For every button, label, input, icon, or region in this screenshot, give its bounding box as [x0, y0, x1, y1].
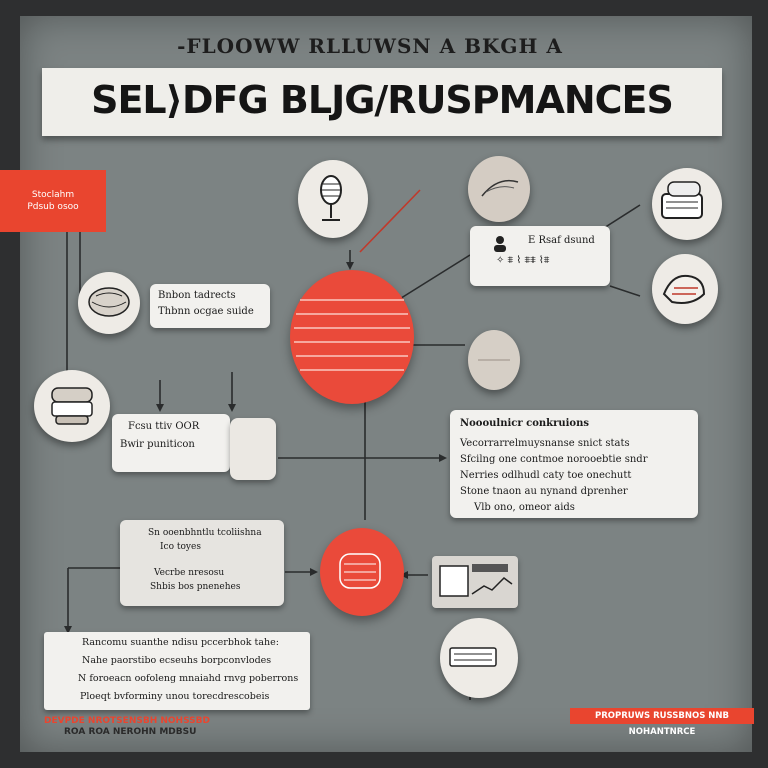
scroll-block: [230, 418, 276, 480]
globe-icon: [88, 287, 130, 317]
header-tagline: -FLOOWW RLLUWSN A BKGH A: [177, 34, 563, 58]
tab-line: Pdsub osoo: [27, 202, 79, 212]
server-icon: [294, 299, 410, 371]
title-banner: SEL⟩DFG BLJG/RUSPMANCES: [42, 68, 722, 136]
card-line: Ico toyes: [160, 542, 201, 552]
card-line: Sn ooenbhntlu tcoliishna: [148, 528, 262, 538]
card-line: Vecrbe nresosu: [154, 568, 225, 578]
card-line: ✧ ⩨ ⌇ ⩨⩨ ⌇⩨: [496, 255, 550, 266]
tab-line: Stoclahm: [31, 190, 75, 200]
card-line: Vecorrarrelmuysnanse snict stats: [460, 438, 630, 449]
footer-right-tab: PROPRUWS RUSSBNOS NNB NOHANTNRCE: [570, 708, 754, 737]
central-red-disc: [290, 270, 414, 404]
card-top-right: E Rsaf dsund ✧ ⩨ ⌇ ⩨⩨ ⌇⩨: [470, 226, 610, 286]
footer-left: DEVPDE NROTSENSBH NOHSSBD ROA ROA NEROHN…: [44, 716, 210, 738]
dashboard-device: [432, 556, 518, 608]
card-right-big: Noooulnicr conkruions Vecorrarrelmuysnan…: [450, 410, 698, 518]
footer-line: PROPRUWS RUSSBNOS NNB NOHANTNRCE: [594, 711, 730, 737]
feather-bubble: [468, 156, 530, 222]
page-title: SEL⟩DFG BLJG/RUSPMANCES: [91, 78, 674, 122]
keyboard-bubble: [652, 168, 722, 240]
card-mid-left: Fcsu ttiv OOR Bwir puniticon: [112, 414, 230, 472]
card-line: Stone tnaon au nynand dprenher: [460, 486, 628, 497]
egg-bubble: [440, 618, 518, 698]
document-bubble: [468, 330, 520, 390]
card-center-left: Sn ooenbhntlu tcoliishna Ico toyes Vecrb…: [120, 520, 284, 606]
card-line: Thbnn ocgae suide: [158, 306, 254, 317]
hand-icon: [662, 274, 706, 304]
microphone-icon: [320, 175, 342, 221]
card-bottom-left: Rancomu suanthe ndisu pccerbhok tahe: Na…: [44, 632, 310, 710]
card-line: Ploeqt bvforminy unou torecdrescobeis: [80, 691, 270, 702]
card-line: Shbis bos pnenehes: [150, 582, 241, 592]
keyboard-icon: [661, 181, 703, 219]
robot-icon: [339, 553, 381, 589]
card-line: Rancomu suanthe ndisu pccerbhok tahe:: [82, 637, 279, 648]
hand-bubble: [652, 254, 718, 324]
dashboard-icon: [439, 564, 513, 597]
gear-bubble: [34, 370, 110, 442]
card-top-left: Bnbon tadrects Thbnn ocgae suide: [150, 284, 270, 328]
card-line: Sfcilng one contmoe norooebtie sndr: [460, 454, 648, 465]
card-line: Vlb ono, omeor aids: [474, 502, 575, 513]
microphone-bubble: [298, 160, 368, 238]
gear-icon: [51, 387, 93, 425]
card-line: Bnbon tadrects: [158, 290, 236, 301]
footer-line: DEVPDE NROTSENSBH NOHSSBD: [44, 716, 210, 726]
footer-line: ROA ROA NEROHN MDBSU: [64, 727, 197, 737]
feather-icon: [481, 179, 519, 197]
lower-red-disc: [320, 528, 404, 616]
person-icon: [494, 236, 506, 252]
left-red-tab: Stoclahm Pdsub osoo: [0, 170, 106, 232]
card-line: E Rsaf dsund: [528, 235, 595, 246]
card-line: Bwir puniticon: [120, 439, 195, 450]
card-line: Nahe paorstibo ecseuhs borpconvlodes: [82, 655, 272, 666]
globe-bubble: [78, 272, 140, 334]
card-line: N foroeacn oofoleng mnaiahd rnvg poberro…: [78, 673, 299, 684]
document-icon: [478, 359, 510, 361]
egg-icon: [449, 647, 497, 667]
card-line: Fcsu ttiv OOR: [128, 421, 200, 432]
card-line: Nerries odlhudl caty toe onechutt: [460, 470, 632, 481]
card-heading: Noooulnicr conkruions: [460, 418, 589, 429]
